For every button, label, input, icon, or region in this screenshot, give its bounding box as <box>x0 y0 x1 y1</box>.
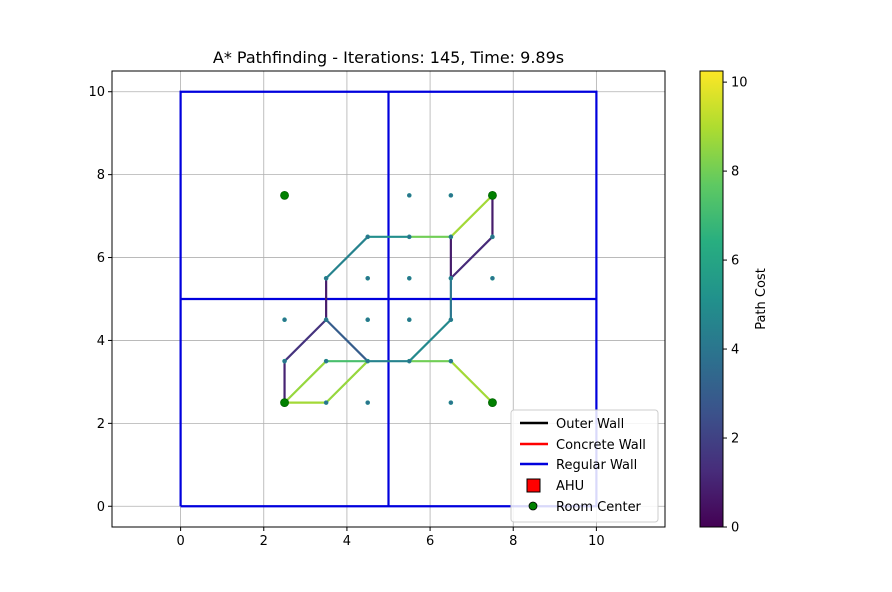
x-tick-label: 8 <box>509 534 517 549</box>
plot-frame <box>111 70 666 528</box>
legend-label-room-center: Room Center <box>556 500 642 515</box>
x-tick-label: 10 <box>588 534 605 549</box>
graph-node <box>406 358 412 364</box>
graph-node <box>448 400 454 405</box>
wall-regular <box>179 90 598 508</box>
colorbar-label: Path Cost <box>754 268 769 330</box>
y-tick-label: 6 <box>97 251 105 266</box>
graph-node <box>282 358 287 364</box>
x-tick-label: 6 <box>426 534 434 549</box>
legend: Outer Wall Concrete Wall Regular Wall AH… <box>510 409 659 523</box>
room-center <box>488 190 497 200</box>
legend-frame <box>510 409 659 523</box>
graph-node <box>448 358 454 364</box>
y-tick-label: 2 <box>97 417 105 432</box>
y-tick-label: 4 <box>97 334 105 349</box>
legend-label-concrete-wall: Concrete Wall <box>556 438 646 453</box>
graph-node <box>448 317 454 323</box>
colorbar-tick-label: 2 <box>731 432 739 447</box>
nodes <box>282 193 495 405</box>
graph-node <box>282 317 287 323</box>
colorbar-gradient <box>699 70 724 528</box>
x-tick-label: 0 <box>176 534 184 549</box>
graph-node <box>448 193 454 198</box>
graph-node <box>448 234 454 240</box>
x-axis: 0 2 4 6 8 10 <box>176 527 605 549</box>
path-segment <box>449 194 494 238</box>
x-tick-label: 4 <box>343 534 351 549</box>
room-center <box>280 190 289 200</box>
path-segment <box>283 360 328 404</box>
room-centers <box>280 190 497 408</box>
graph-node <box>490 234 495 240</box>
graph-node <box>490 275 495 281</box>
legend-label-outer-wall: Outer Wall <box>556 417 624 432</box>
y-axis: 0 2 4 6 8 10 <box>88 85 112 515</box>
path-segment <box>449 235 494 280</box>
path-segment <box>325 235 369 280</box>
path-segments <box>283 194 494 404</box>
path-segment <box>325 318 369 363</box>
colorbar-tick-label: 4 <box>731 343 739 358</box>
legend-swatch-ahu <box>526 478 541 493</box>
path-segment <box>325 360 369 404</box>
graph-node <box>406 193 412 198</box>
room-center <box>280 398 289 408</box>
graph-node <box>365 275 371 281</box>
graph-node <box>323 400 329 405</box>
graph-node <box>406 275 412 281</box>
graph-node <box>406 317 412 323</box>
y-tick-label: 0 <box>97 500 105 515</box>
walls <box>179 90 598 508</box>
graph-node <box>365 358 371 364</box>
colorbar-ticks: 0 2 4 6 8 10 <box>723 76 748 536</box>
colorbar-tick-label: 6 <box>731 254 739 269</box>
graph-node <box>365 234 371 240</box>
path-segment <box>408 318 452 363</box>
path-segment <box>283 318 328 363</box>
graph-node <box>406 234 412 240</box>
graph-node <box>323 275 329 281</box>
graph-node <box>323 317 329 323</box>
graph-node <box>448 275 454 281</box>
colorbar-tick-label: 8 <box>731 165 739 180</box>
graph-node <box>365 317 371 323</box>
path-segment <box>449 360 494 404</box>
room-center <box>488 398 497 408</box>
x-tick-label: 2 <box>260 534 268 549</box>
plot-area: 0 2 4 6 8 10 0 2 4 6 8 10 <box>88 70 666 549</box>
graph-node <box>365 400 371 405</box>
legend-label-regular-wall: Regular Wall <box>556 458 637 473</box>
colorbar-tick-label: 0 <box>731 521 739 536</box>
legend-label-ahu: AHU <box>556 479 584 494</box>
colorbar-tick-label: 10 <box>731 76 748 91</box>
y-tick-label: 8 <box>97 168 105 183</box>
graph-node <box>323 358 329 364</box>
y-tick-label: 10 <box>88 85 105 100</box>
chart-title: A* Pathfinding - Iterations: 145, Time: … <box>213 48 564 67</box>
colorbar: 0 2 4 6 8 10 Path Cost <box>699 70 769 536</box>
legend-swatch-room-center <box>528 501 538 511</box>
